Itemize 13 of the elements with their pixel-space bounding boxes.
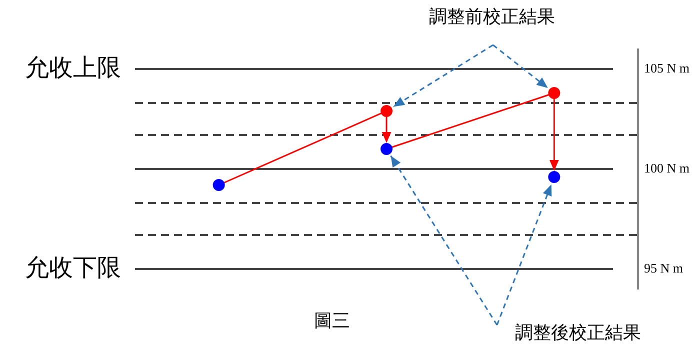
y-tick-label: 95 N m: [644, 260, 683, 276]
point: [548, 171, 560, 183]
text: 調整前校正結果: [429, 6, 555, 27]
text: 調整後校正結果: [515, 322, 641, 343]
text: 圖三: [314, 310, 350, 331]
y-tick-label: 105 N m: [644, 60, 690, 76]
point: [548, 87, 560, 99]
y-tick-label: 100 N m: [644, 160, 690, 176]
ref-line-label: 允收下限: [25, 255, 121, 282]
point: [380, 105, 392, 117]
point: [380, 143, 392, 155]
point: [212, 179, 225, 191]
ref-line-label: 允收上限: [25, 55, 121, 82]
